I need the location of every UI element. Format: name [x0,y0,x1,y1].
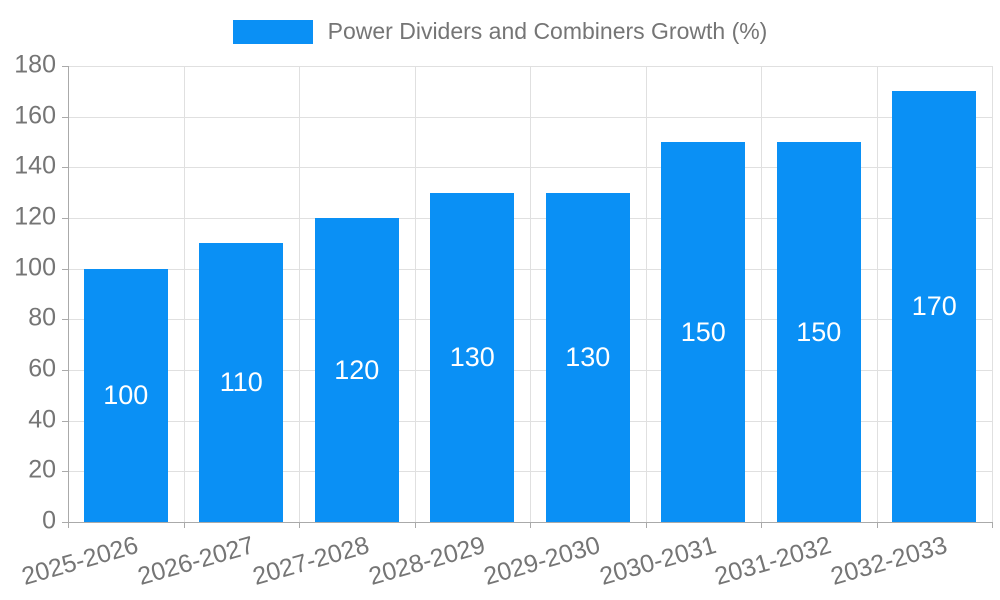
x-tick [530,522,531,528]
x-tick-label: 2030-2031 [596,531,719,591]
v-gridline [761,66,762,522]
x-tick-label: 2028-2029 [365,531,488,591]
x-tick [876,522,878,528]
y-tick [62,66,68,67]
v-gridline [645,66,647,522]
bar-value-label: 150 [680,316,726,347]
v-gridline [414,66,416,522]
bar-value-label: 130 [449,341,495,372]
y-tick-label: 100 [14,252,56,281]
x-tick [761,522,762,528]
x-tick-label: 2032-2033 [827,531,950,591]
x-axis-line [62,522,992,523]
x-tick-label: 2026-2027 [134,531,257,591]
legend-label: Power Dividers and Combiners Growth (%) [327,18,768,44]
y-tick-label: 180 [14,50,56,79]
y-tick-label: 40 [28,404,56,433]
v-gridline [992,66,993,522]
x-tick [183,522,185,528]
x-tick [414,522,416,528]
y-tick-label: 80 [28,303,56,332]
bar-value-label: 170 [911,291,957,322]
bar: 150 [661,142,746,522]
legend: Power Dividers and Combiners Growth (%) [0,18,1000,45]
y-tick [62,319,68,321]
y-tick [62,420,68,422]
bar: 110 [199,243,284,522]
bar-value-label: 130 [565,341,611,372]
bar: 130 [430,192,515,522]
x-tick-label: 2031-2032 [711,531,835,591]
x-tick-label: 2029-2030 [480,531,604,591]
plot-area: 100 110 120 130 130 150 150 170 [68,66,993,522]
bar-value-label: 120 [334,354,380,385]
y-tick [62,116,68,118]
bar: 120 [314,218,399,522]
x-tick [68,522,69,528]
x-tick [299,522,300,528]
x-tick [992,522,993,528]
y-tick [62,522,68,523]
y-tick-label: 120 [14,202,56,231]
y-tick [62,370,68,371]
v-gridline [530,66,531,522]
x-tick [645,522,647,528]
bar: 130 [545,192,630,522]
y-tick-label: 160 [14,100,56,129]
x-tick-label: 2027-2028 [249,531,373,591]
v-gridline [299,66,300,522]
y-tick-label: 0 [42,506,56,535]
bar-value-label: 100 [103,379,149,410]
y-tick-label: 20 [28,455,56,484]
y-tick-label: 60 [28,354,56,383]
v-gridline [183,66,185,522]
bar-value-label: 110 [219,367,263,398]
y-tick-label: 140 [14,151,56,180]
bar: 100 [83,268,168,522]
x-tick-label: 2025-2026 [18,531,142,591]
bar: 150 [776,142,861,522]
legend-swatch [232,19,313,44]
bar: 170 [892,91,977,522]
y-axis-line [68,66,69,528]
bar-value-label: 150 [796,316,842,347]
y-tick [62,218,68,219]
v-gridline [876,66,878,522]
y-tick [62,268,68,270]
y-tick [62,471,68,473]
y-tick [62,167,68,169]
